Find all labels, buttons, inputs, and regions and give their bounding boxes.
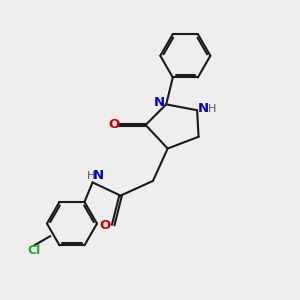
Text: N: N [154, 96, 165, 110]
Text: N: N [198, 102, 209, 115]
Text: O: O [108, 118, 119, 131]
Text: H: H [208, 104, 217, 114]
Text: Cl: Cl [27, 244, 40, 257]
Text: H: H [87, 171, 95, 181]
Text: N: N [93, 169, 104, 182]
Text: O: O [99, 219, 111, 232]
